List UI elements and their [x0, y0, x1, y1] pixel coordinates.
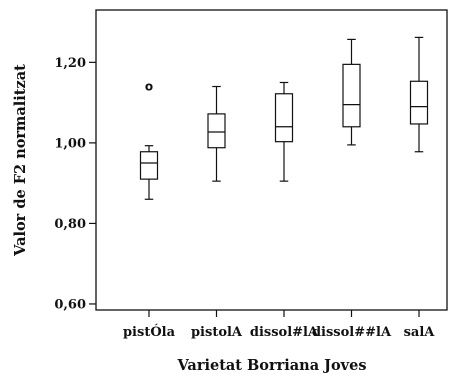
- y-axis: 0,60 0,80 1,00 1,20: [54, 56, 96, 312]
- boxes: o: [139, 36, 429, 200]
- box-group: [207, 85, 226, 182]
- box-group: [274, 81, 294, 182]
- y-tick-label: 1,20: [54, 56, 86, 71]
- box: [342, 63, 361, 128]
- x-tick-label: salA: [404, 325, 436, 340]
- y-tick-label: 1,00: [54, 136, 86, 151]
- y-axis-title: Valor de F2 normalitzat: [12, 64, 29, 257]
- box-group: [409, 36, 429, 153]
- y-tick-label: 0,60: [54, 297, 86, 312]
- box: [274, 93, 294, 143]
- box-group: [342, 38, 361, 146]
- box: [139, 151, 159, 180]
- box: [409, 80, 429, 125]
- plot-frame: [95, 9, 448, 311]
- x-axis-title: Varietat Borriana Joves: [177, 357, 367, 374]
- box-group: o: [139, 80, 159, 200]
- x-tick-label: dissol##lA: [312, 325, 392, 340]
- outlier-point: o: [145, 80, 153, 94]
- box: [207, 113, 226, 149]
- y-tick-label: 0,80: [54, 217, 86, 232]
- x-tick-label: pistolA: [191, 325, 243, 340]
- x-tick-label: dissol#lA: [250, 325, 319, 340]
- x-tick-label: pistÓla: [123, 323, 176, 340]
